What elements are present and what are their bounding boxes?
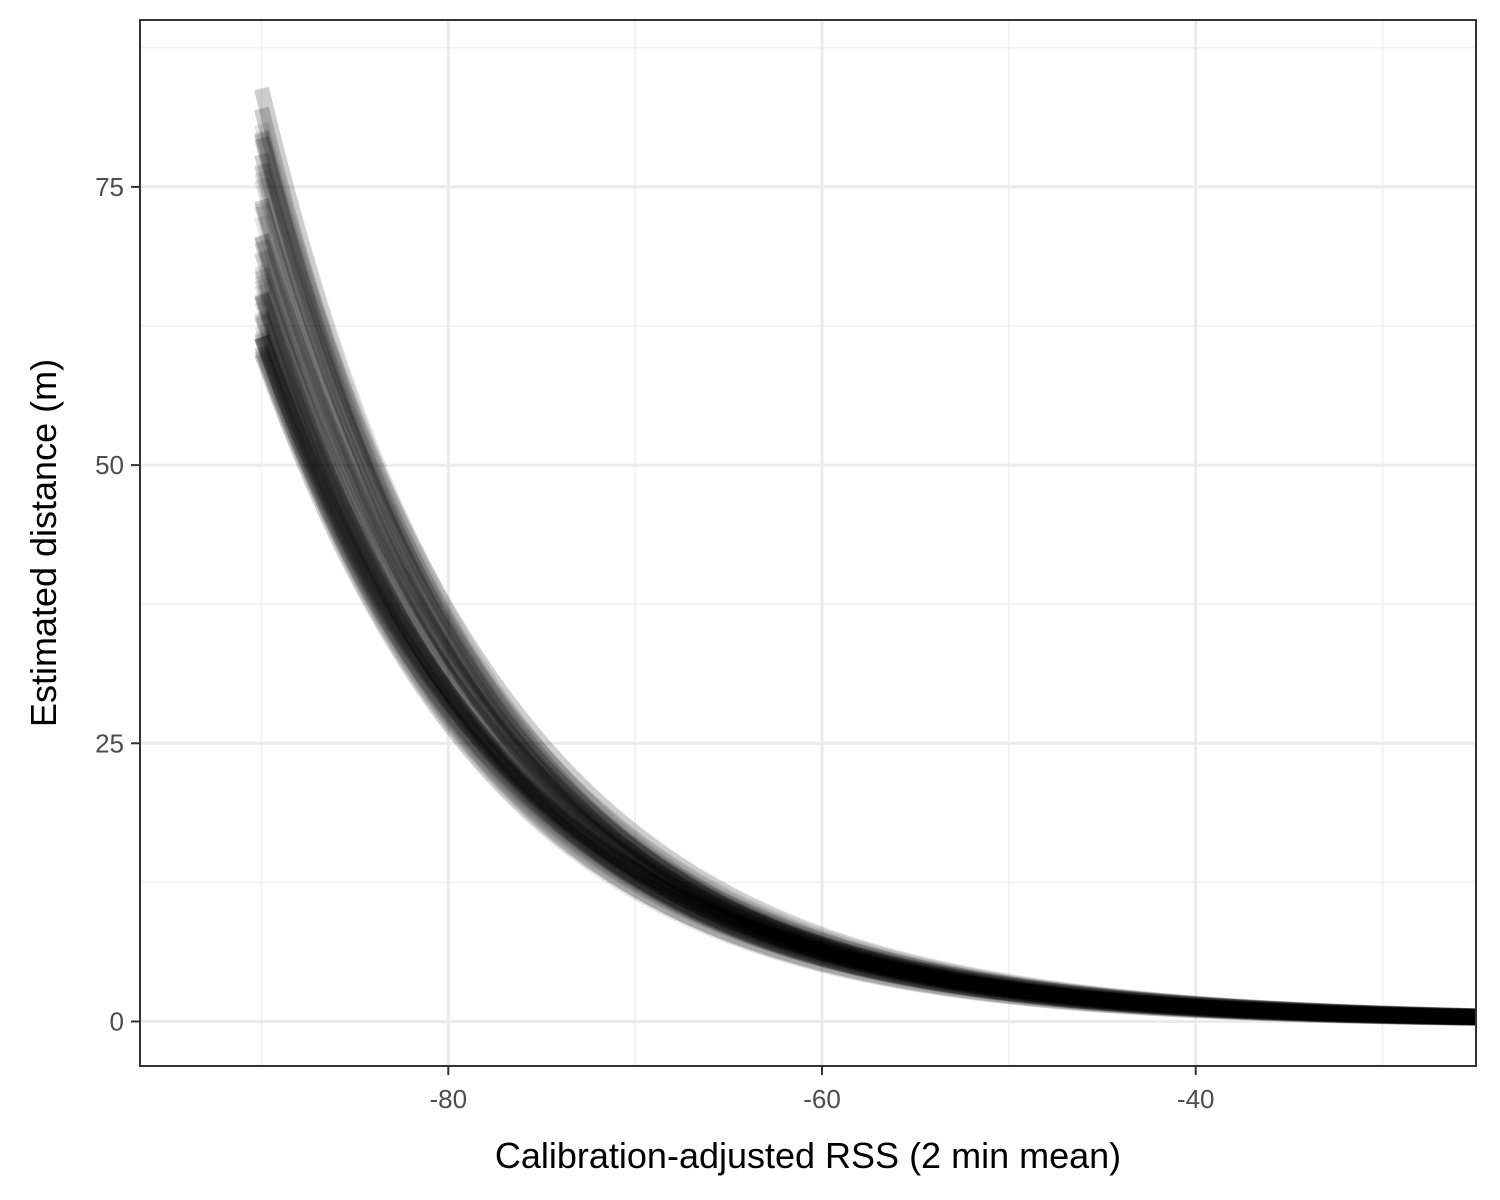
distance-curve <box>254 203 1477 1025</box>
x-tick-label: -40 <box>1177 1084 1215 1114</box>
distance-curve <box>254 291 1477 1025</box>
distance-curve <box>254 86 1477 1025</box>
minor-gridlines <box>140 20 1476 1066</box>
distance-curve <box>254 152 1477 1025</box>
distance-curve <box>254 333 1477 1025</box>
distance-curve <box>254 322 1477 1025</box>
distance-curve <box>254 106 1477 1026</box>
distance-curve <box>254 214 1477 1026</box>
distance-curve <box>254 334 1477 1025</box>
distance-curve <box>254 331 1477 1026</box>
distance-curve <box>254 334 1477 1024</box>
distance-curve <box>254 122 1477 1024</box>
distance-curve <box>254 200 1477 1025</box>
x-tick-label: -80 <box>430 1084 468 1114</box>
distance-curve <box>254 276 1477 1024</box>
y-axis-title: Estimated distance (m) <box>23 359 64 727</box>
distance-curve <box>254 292 1477 1025</box>
distance-curve <box>254 239 1477 1024</box>
distance-curve <box>254 298 1477 1025</box>
distance-curve <box>254 233 1477 1024</box>
y-tick-label: 0 <box>110 1006 124 1036</box>
distance-curve <box>254 272 1477 1026</box>
distance-curve <box>254 136 1477 1024</box>
distance-curve <box>254 262 1477 1025</box>
distance-curve <box>254 135 1477 1025</box>
plot-panel-border <box>139 19 1477 1067</box>
distance-curve <box>254 312 1477 1026</box>
distance-curve <box>254 350 1477 1025</box>
distance-curve <box>254 289 1477 1025</box>
distance-curve <box>254 197 1477 1025</box>
distance-curve <box>254 152 1477 1025</box>
y-tick-label: 75 <box>95 172 124 202</box>
distance-curve <box>254 347 1477 1026</box>
distance-curve <box>254 130 1477 1024</box>
distance-curve <box>254 329 1477 1024</box>
distance-curve <box>254 251 1477 1026</box>
distance-curve <box>254 343 1477 1026</box>
distance-curve <box>254 163 1477 1025</box>
distance-curve <box>254 334 1477 1025</box>
y-tick-label: 50 <box>95 450 124 480</box>
major-gridlines <box>140 20 1476 1066</box>
distance-curve <box>254 268 1477 1026</box>
distance-curve <box>254 327 1477 1024</box>
distance-curve <box>254 238 1477 1025</box>
distance-curve <box>254 308 1477 1024</box>
distance-curves <box>254 86 1477 1026</box>
plot-panel-background <box>140 20 1476 1066</box>
x-tick-label: -60 <box>803 1084 841 1114</box>
distance-curve <box>254 282 1477 1026</box>
y-axis-ticks: 0 25 50 75 <box>95 172 140 1036</box>
distance-curve <box>254 177 1477 1026</box>
distance-curve <box>254 233 1477 1024</box>
distance-curve <box>254 335 1477 1026</box>
distance-curve <box>254 87 1477 1025</box>
distance-curve <box>254 344 1477 1025</box>
distance-curve <box>254 197 1477 1024</box>
distance-curve <box>254 348 1477 1024</box>
distance-curve <box>254 292 1477 1024</box>
distance-curve <box>254 232 1477 1024</box>
distance-curve <box>254 169 1477 1026</box>
y-tick-label: 25 <box>95 728 124 758</box>
x-axis-ticks: -80 -60 -40 <box>430 1066 1215 1114</box>
distance-curve <box>254 161 1477 1024</box>
distance-curve <box>254 129 1477 1026</box>
distance-curve <box>254 314 1477 1025</box>
distance-curve <box>254 351 1477 1026</box>
distance-curve <box>254 310 1477 1025</box>
x-axis-title: Calibration-adjusted RSS (2 min mean) <box>495 1135 1121 1176</box>
distance-curve <box>254 294 1477 1026</box>
distance-curve <box>254 266 1477 1026</box>
distance-curve <box>254 131 1477 1025</box>
distance-curve <box>254 334 1477 1026</box>
distance-curve <box>254 248 1477 1024</box>
distance-curve <box>254 107 1477 1025</box>
